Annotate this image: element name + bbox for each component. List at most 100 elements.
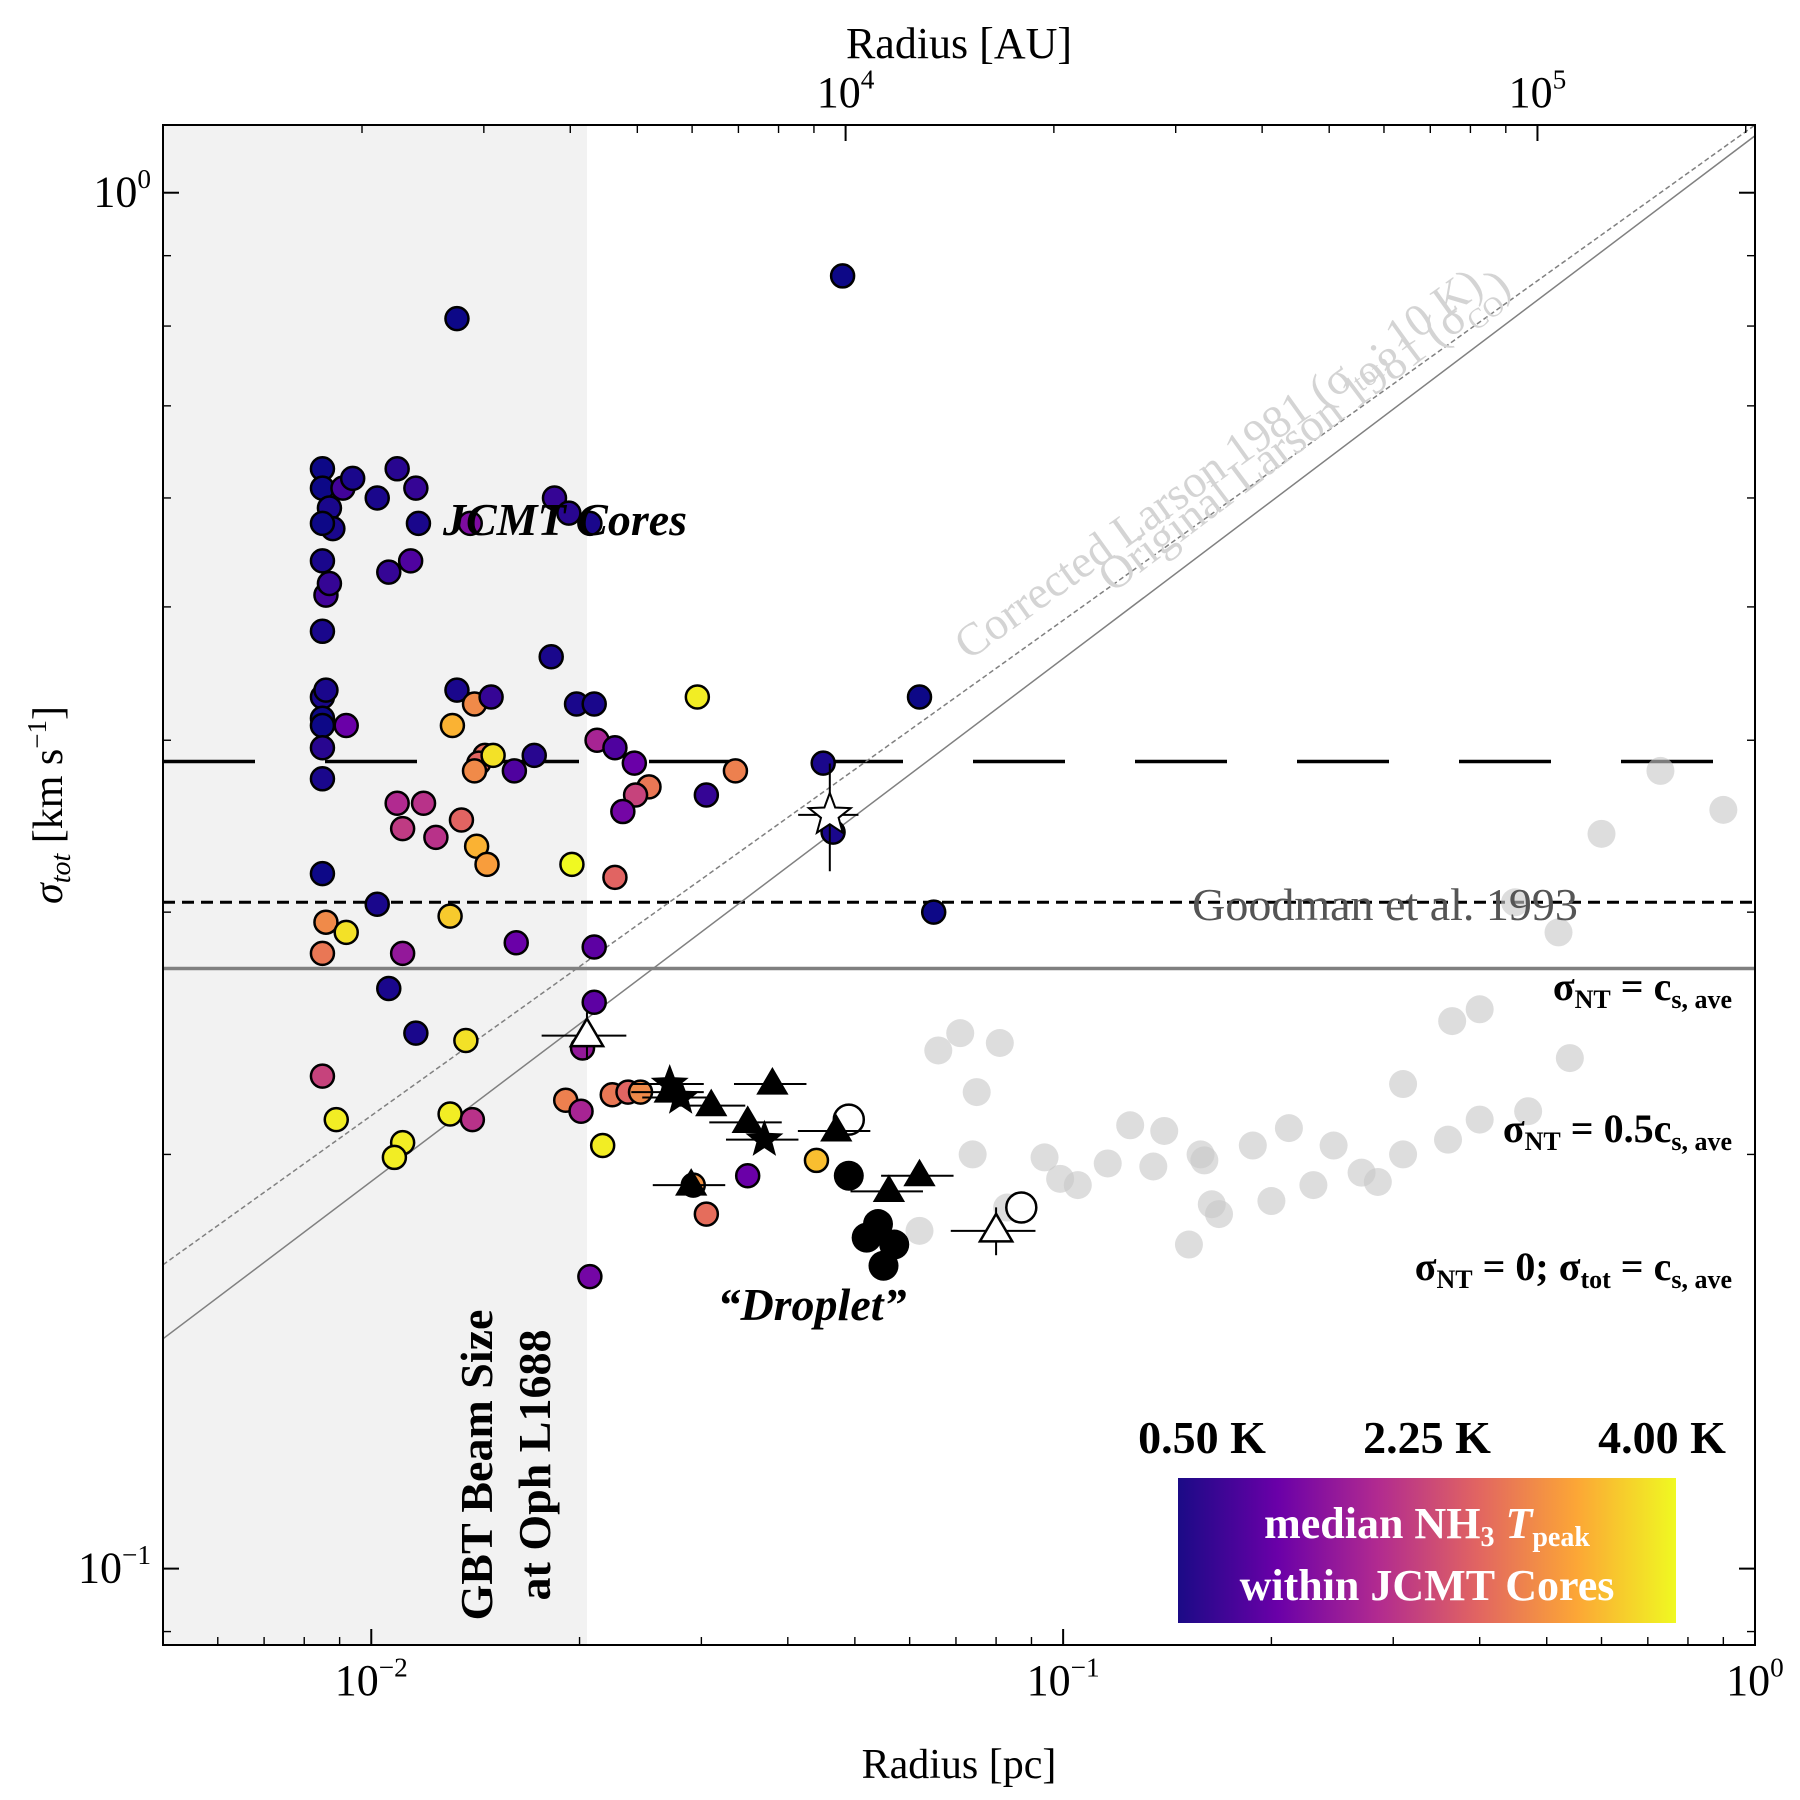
jcmt-core-point (309, 766, 336, 792)
droplet-open-triangle (977, 1211, 1015, 1243)
jcmt-core-point (622, 782, 649, 808)
goodman-point (1093, 1149, 1122, 1178)
label-beam-size: GBT Beam Size at Oph L1688 (451, 1310, 560, 1621)
label-corrected-larson: Corrected Larson 1981 (σtot; 10 K) (945, 258, 1496, 675)
jcmt-core-point (410, 790, 437, 816)
annotations: JCMT Cores“Droplet”Goodman et al. 1993Or… (442, 258, 1732, 1621)
jcmt-core-point (478, 684, 504, 710)
jcmt-core-points (309, 263, 947, 1290)
x-tick-label: 100 (1726, 1653, 1784, 1705)
jcmt-core-point (405, 510, 432, 537)
jcmt-core-point (693, 782, 720, 808)
goodman-point (1544, 918, 1573, 947)
jcmt-core-point (309, 618, 336, 645)
goodman-point (924, 1036, 953, 1065)
reference-lines (163, 125, 1755, 1340)
goodman-point (946, 1019, 975, 1048)
jcmt-core-point (437, 1101, 463, 1127)
x-tick-label: 10−2 (335, 1653, 408, 1705)
colorbar-gradient (1178, 1478, 1676, 1623)
droplet-filled-triangle (872, 1174, 906, 1202)
jcmt-core-point (829, 263, 856, 289)
goodman-point (1514, 1097, 1543, 1126)
jcmt-core-point (581, 934, 607, 960)
goodman-point (1587, 819, 1616, 848)
jcmt-core-point (309, 1063, 336, 1089)
goodman-point (1205, 1200, 1234, 1229)
jcmt-core-point (448, 807, 475, 833)
colorbar-tick-label: 2.25 K (1363, 1412, 1491, 1463)
axis-ticks: 10−2 10−1 100 10−1 100 104 105 Radius [pc] Radiu… (22, 19, 1784, 1788)
plot-frame (162, 124, 1756, 1646)
x-tick-label: 10−1 (1027, 1653, 1100, 1705)
jcmt-core-point (309, 735, 336, 761)
jcmt-core-point (403, 475, 429, 501)
goodman-point (905, 1216, 934, 1245)
colorbar-title-line2: within JCMT Cores (1240, 1561, 1615, 1610)
goodman-point (1030, 1143, 1059, 1172)
top-tick-label: 104 (817, 65, 875, 117)
label-droplet: “Droplet” (717, 1279, 906, 1330)
jcmt-core-point (389, 940, 416, 967)
jcmt-core-point (444, 677, 470, 703)
jcmt-core-point (810, 750, 836, 776)
jcmt-core-point (439, 712, 466, 739)
jcmt-core-point (568, 1098, 594, 1124)
y-axis-label: σtot [km s−1] (22, 706, 77, 904)
jcmt-core-point (403, 1020, 429, 1046)
jcmt-core-point (581, 691, 607, 717)
goodman-point (1555, 1044, 1584, 1073)
jcmt-core-point (364, 485, 390, 511)
jcmt-core-point (323, 1106, 350, 1133)
goodman-point (1063, 1171, 1092, 1200)
jcmt-core-point (381, 1144, 408, 1171)
line-original-larson (163, 135, 1755, 1340)
goodman-point (1465, 995, 1494, 1024)
jcmt-core-point (581, 989, 607, 1016)
jcmt-core-point (313, 909, 339, 935)
label-nt-half: σNT = 0.5cs, ave (1503, 1106, 1732, 1156)
jcmt-core-point (521, 742, 547, 769)
goodman-point (1238, 1131, 1267, 1160)
jcmt-core-point (313, 677, 339, 703)
droplet-points (541, 763, 1038, 1281)
jcmt-core-point (459, 1106, 486, 1133)
jcmt-core-point (474, 851, 500, 878)
jcmt-core-point (503, 930, 529, 956)
y-tick-label: 10−1 (78, 1540, 151, 1592)
goodman-point (1646, 756, 1675, 785)
goodman-point (1347, 1158, 1376, 1187)
jcmt-core-point (589, 1132, 616, 1159)
droplet-filled-triangle (903, 1158, 936, 1187)
jcmt-core-point (457, 510, 483, 537)
goodman-point (1319, 1131, 1348, 1160)
jcmt-core-point (376, 559, 402, 585)
jcmt-core-point (376, 975, 402, 1002)
jcmt-core-point (556, 500, 582, 526)
goodman-point (958, 1140, 987, 1169)
jcmt-core-point (559, 851, 585, 878)
goodman-point (1257, 1187, 1286, 1216)
jcmt-core-point (384, 790, 410, 816)
jcmt-core-point (316, 570, 343, 597)
jcmt-core-point (610, 798, 636, 825)
jcmt-core-point (364, 891, 390, 917)
jcmt-core-point (722, 758, 749, 784)
jcmt-core-point (480, 742, 506, 769)
jcmt-core-point (577, 510, 603, 537)
colorbar-tick-label: 0.50 K (1138, 1412, 1266, 1463)
goodman-point (1501, 888, 1530, 917)
label-jcmt-cores: JCMT Cores (442, 494, 687, 545)
droplet-filled-star (745, 1119, 784, 1156)
goodman-point (1434, 1125, 1463, 1154)
goodman-point (1299, 1171, 1328, 1200)
jcmt-core-point (309, 712, 336, 739)
jcmt-core-point (384, 456, 410, 482)
goodman-point (1174, 1230, 1203, 1259)
jcmt-core-point (333, 712, 359, 739)
goodman-point (1274, 1114, 1303, 1143)
goodman-point (1389, 1070, 1418, 1099)
